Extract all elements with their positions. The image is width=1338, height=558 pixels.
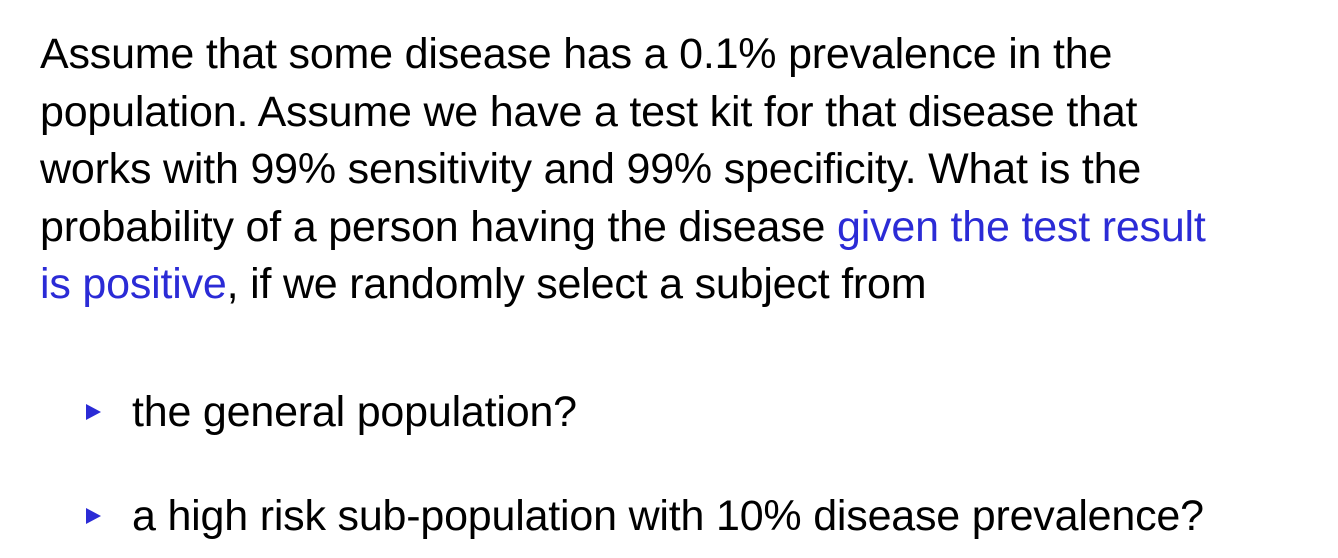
- triangle-right-icon: [86, 508, 101, 524]
- paragraph-line-1: Assume that some disease has a 0.1% prev…: [40, 30, 1113, 78]
- paragraph-line-2: population. Assume we have a test kit fo…: [40, 87, 1138, 136]
- paragraph-line-4: probability of a person having the disea…: [40, 199, 1325, 257]
- bullet-item-high-risk-subpopulation: a high risk sub-population with 10% dise…: [86, 486, 1204, 546]
- paragraph-line-5: is positive, if we randomly select a sub…: [40, 256, 1325, 314]
- bullet-text: the general population?: [132, 387, 577, 436]
- paragraph-line-4-text: probability of a person having the disea…: [40, 202, 837, 251]
- paragraph-line-3: works with 99% sensitivity and 99% speci…: [40, 145, 1142, 193]
- paragraph-line-5-text: , if we randomly select a subject from: [226, 260, 927, 308]
- bullet-text: a high risk sub-population with 10% dise…: [132, 491, 1204, 540]
- highlighted-phrase-part-2: is positive: [40, 260, 227, 308]
- triangle-right-icon: [86, 404, 101, 420]
- highlighted-phrase-part-1: given the test result: [836, 202, 1206, 251]
- bullet-item-general-population: the general population?: [86, 382, 577, 442]
- question-paragraph: Assume that some disease has a 0.1% prev…: [40, 26, 1325, 314]
